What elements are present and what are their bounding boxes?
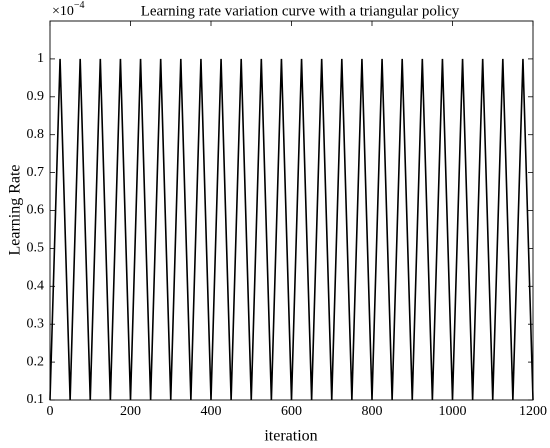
y-tick-label: 0.2 [27, 354, 45, 369]
chart-title: Learning rate variation curve with a tri… [141, 3, 460, 19]
y-tick-label: 0.6 [27, 203, 45, 218]
y-tick-label: 1 [37, 51, 44, 66]
x-axis-label: iteration [264, 428, 317, 445]
x-tick-label: 1200 [519, 404, 547, 419]
y-axis-label: Learning Rate [7, 164, 24, 255]
y-tick-label: 0.7 [27, 165, 45, 180]
y-tick-label: 0.4 [27, 279, 45, 294]
y-tick-label: 0.5 [27, 241, 45, 256]
x-tick-label: 0 [47, 404, 54, 419]
x-tick-label: 1000 [439, 404, 467, 419]
y-multiplier-exponent: −4 [74, 0, 85, 11]
y-multiplier: ×10−4 [52, 0, 85, 19]
x-tick-label: 200 [120, 404, 141, 419]
plot-frame [49, 20, 534, 401]
y-multiplier-base: ×10 [52, 4, 74, 19]
x-tick-label: 600 [281, 404, 302, 419]
x-tick-label: 800 [362, 404, 383, 419]
y-tick-label: 0.8 [27, 127, 45, 142]
y-tick-label: 0.9 [27, 89, 45, 104]
x-tick-label: 400 [201, 404, 222, 419]
y-tick-label: 0.1 [27, 392, 45, 407]
y-tick-label: 0.3 [27, 316, 45, 331]
